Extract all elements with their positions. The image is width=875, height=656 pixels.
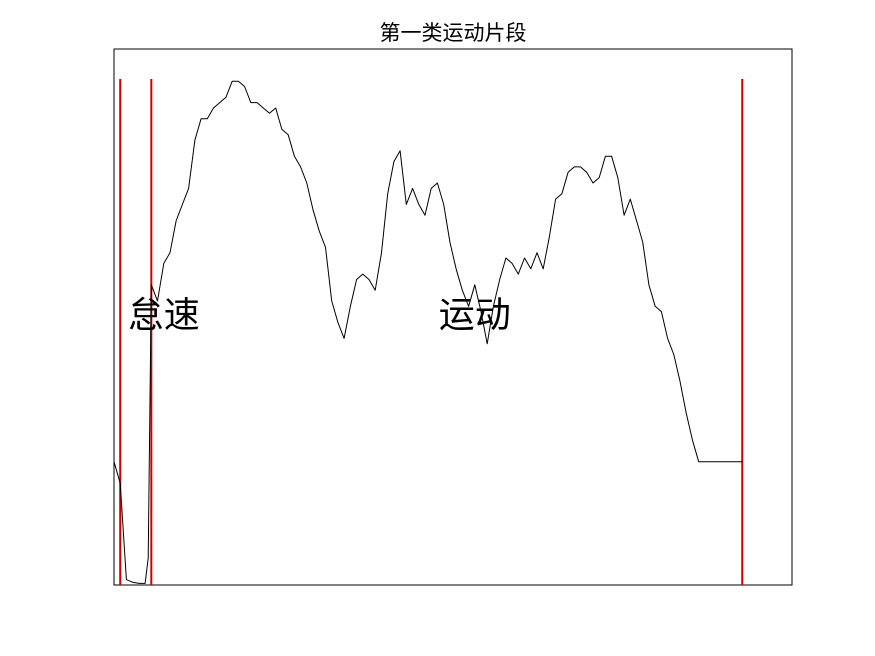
series-line: [113, 80, 743, 584]
plot-frame: [113, 48, 793, 586]
segment-label: 运动: [439, 295, 511, 336]
chart-title: 第一类运动片段: [380, 21, 527, 45]
segment-label: 怠速: [128, 295, 200, 336]
plot-area: 怠速 运动: [113, 79, 744, 585]
